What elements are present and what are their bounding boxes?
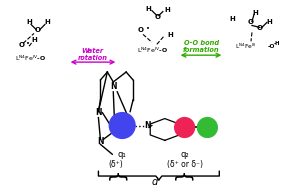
Text: q₂: q₂ (180, 150, 189, 159)
Circle shape (109, 113, 135, 138)
Text: O: O (35, 27, 41, 33)
Text: E: E (204, 123, 210, 132)
Text: N: N (95, 108, 102, 117)
Text: H: H (44, 19, 50, 26)
Text: Fe: Fe (116, 121, 128, 130)
Text: N: N (97, 137, 104, 146)
Text: •: • (25, 40, 29, 45)
Text: C: C (181, 123, 188, 132)
Text: $\mathsf{L^{N4}Fe^{III}}$: $\mathsf{L^{N4}Fe^{III}}$ (235, 42, 257, 51)
Text: Water
rotation: Water rotation (77, 48, 108, 61)
Text: -H: -H (274, 41, 280, 46)
Text: -O: -O (268, 44, 275, 49)
Text: H: H (26, 19, 32, 26)
Text: (δ⁺ or δ⁻): (δ⁺ or δ⁻) (167, 160, 203, 169)
Text: O: O (138, 27, 144, 33)
Text: }: } (173, 168, 192, 180)
Text: H: H (164, 7, 170, 13)
Text: O: O (248, 19, 254, 26)
Text: O: O (155, 14, 161, 19)
Text: $\mathsf{L^{N4}Fe^{IV}}$-O: $\mathsf{L^{N4}Fe^{IV}}$-O (15, 53, 47, 63)
Text: d: d (152, 177, 158, 187)
Text: H: H (266, 19, 272, 26)
Text: N: N (145, 121, 151, 130)
Text: O-O bond
formation: O-O bond formation (183, 40, 220, 53)
Text: O: O (257, 26, 263, 31)
Text: H: H (167, 32, 172, 38)
Text: }: } (107, 168, 126, 180)
Text: N: N (110, 82, 117, 91)
Text: H: H (229, 15, 235, 22)
Text: (δ⁺): (δ⁺) (108, 160, 123, 169)
Circle shape (197, 118, 217, 137)
Text: H: H (145, 6, 151, 12)
Circle shape (175, 118, 195, 137)
Text: O: O (18, 42, 24, 48)
Text: H: H (252, 10, 258, 15)
Text: q₁: q₁ (118, 150, 127, 159)
Text: $\mathsf{L^{N4}Fe^{IV}}$-O: $\mathsf{L^{N4}Fe^{IV}}$-O (137, 46, 168, 55)
Text: H: H (31, 37, 37, 43)
Text: •: • (145, 25, 149, 30)
